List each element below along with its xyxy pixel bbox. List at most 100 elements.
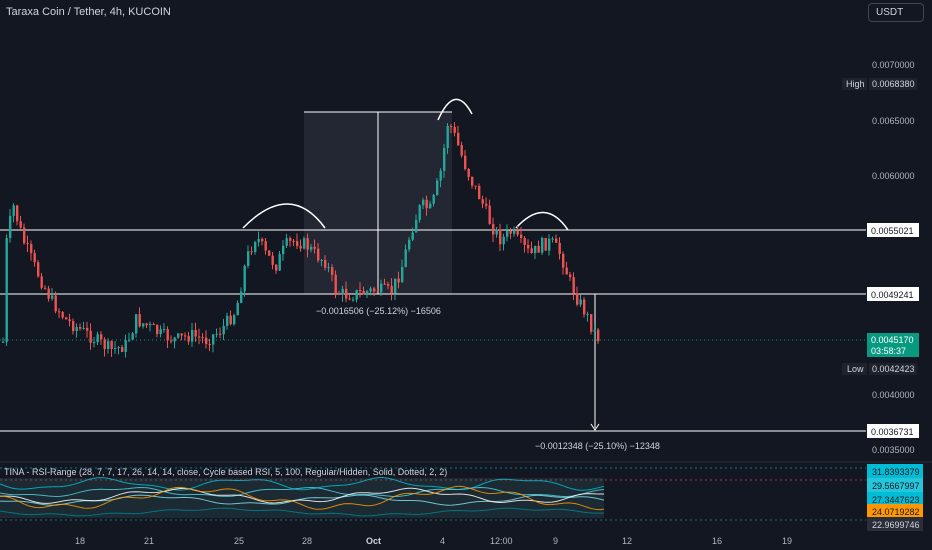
candle-body (520, 234, 523, 239)
candle-body (208, 344, 211, 346)
candle-body (579, 299, 582, 305)
time-tick: 16 (712, 536, 722, 546)
candle-body (79, 326, 82, 329)
candle-body (233, 315, 236, 325)
candle-body (292, 240, 295, 242)
box-measure-label: −0.0016506 (−25.12%) −16506 (316, 306, 441, 316)
candle-body (23, 227, 26, 244)
candle-body (296, 241, 299, 246)
candle-body (222, 325, 225, 335)
candle-body (383, 283, 386, 285)
candle-body (499, 229, 502, 245)
candle-body (446, 125, 449, 149)
rsi-axis[interactable]: 31.8393379 29.5667997 27.3447623 24.0719… (867, 464, 923, 531)
price-tick: 0.0065000 (872, 116, 915, 126)
candle-body (450, 125, 453, 128)
candle-body (128, 339, 131, 341)
candle-body (177, 333, 180, 338)
candle-body (541, 237, 544, 253)
candle-body (310, 246, 313, 250)
candle-body (320, 260, 323, 262)
candle-body (408, 239, 411, 250)
candle-body (156, 324, 159, 335)
candle-body (593, 329, 596, 332)
candle-body (488, 205, 491, 225)
candle-body (572, 277, 575, 294)
rsi-pane (0, 467, 866, 521)
time-tick: 12 (622, 536, 632, 546)
candle-body (271, 255, 274, 265)
time-axis[interactable]: 18 21 25 28 Oct 4 12:00 9 12 16 19 (75, 536, 792, 546)
time-tick: 4 (440, 536, 445, 546)
candle-body (93, 342, 96, 344)
high-label-bg (842, 78, 867, 90)
candle-body (380, 283, 383, 293)
time-tick: Oct (366, 536, 381, 546)
candle-body (390, 285, 393, 294)
candle-body (359, 290, 362, 292)
candle-body (313, 246, 316, 249)
candle-body (226, 315, 229, 326)
candle-body (492, 224, 495, 235)
candle-body (583, 299, 586, 315)
candle-body (247, 251, 250, 266)
high-label: High (846, 79, 865, 89)
head-arc[interactable] (437, 98, 473, 121)
candle-body (348, 298, 351, 300)
rsi-line (0, 476, 605, 491)
time-tick: 28 (302, 536, 312, 546)
candle-body (495, 229, 498, 235)
candle-body (509, 230, 512, 234)
candle-body (12, 205, 15, 216)
candle-body (404, 249, 407, 267)
candle-body (411, 232, 414, 240)
candle-body (502, 236, 505, 245)
current-price-badge (867, 333, 919, 357)
candle-body (425, 199, 428, 209)
time-tick: 21 (144, 536, 154, 546)
candle-body (264, 241, 267, 251)
level-3-value: 0.0036731 (871, 427, 914, 437)
candle-body (187, 336, 190, 342)
right-shoulder-arc[interactable] (515, 211, 569, 231)
rsi-badge (867, 517, 923, 531)
candle-body (366, 291, 369, 295)
current-price-value: 0.0045170 (871, 335, 914, 345)
candle-body (215, 333, 218, 335)
candle-body (464, 155, 467, 169)
candle-body (261, 238, 264, 242)
countdown: 03:58:37 (871, 346, 906, 356)
candle-body (443, 148, 446, 171)
rsi-badge (867, 492, 923, 506)
candle-body (173, 337, 176, 342)
candle-body (387, 284, 390, 286)
candle-body (597, 329, 600, 342)
candle-body (16, 205, 19, 222)
candle-body (184, 335, 187, 337)
level-1-badge (867, 223, 919, 237)
price-tick: 0.0070000 (872, 60, 915, 70)
candle-body (397, 278, 400, 283)
candle-body (436, 180, 439, 196)
candle-body (569, 274, 572, 278)
candle-body (2, 341, 5, 343)
candle-body (471, 176, 474, 186)
candle-body (324, 260, 327, 268)
candle-body (282, 245, 285, 255)
candle-body (65, 317, 68, 320)
rsi-band-area (0, 478, 604, 518)
candle-body (229, 315, 232, 325)
candle-body (103, 339, 106, 349)
indicator-label[interactable]: TINA - RSI-Range (28, 7, 7, 17, 26, 14, … (4, 467, 448, 477)
candle-body (460, 145, 463, 156)
candle-body (268, 250, 271, 256)
left-shoulder-arc[interactable] (242, 203, 326, 229)
candle-body (345, 288, 348, 299)
currency-button[interactable]: USDT (868, 3, 924, 22)
candle-body (89, 330, 92, 343)
price-axis[interactable]: 0.0070000 0.0065000 0.0060000 0.0040000 … (842, 60, 919, 455)
candle-body (562, 253, 565, 268)
low-label-bg (842, 363, 867, 375)
candle-body (534, 245, 537, 254)
